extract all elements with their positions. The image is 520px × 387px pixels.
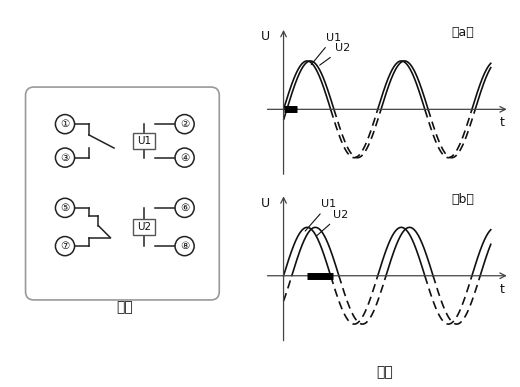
Circle shape [175, 236, 194, 256]
FancyBboxPatch shape [133, 132, 155, 149]
Text: U1: U1 [305, 199, 336, 231]
FancyBboxPatch shape [25, 87, 219, 300]
Text: U2: U2 [316, 210, 348, 236]
Circle shape [56, 115, 74, 134]
Text: 图一: 图一 [116, 300, 133, 314]
Circle shape [56, 198, 74, 217]
Text: （b）: （b） [451, 193, 474, 206]
Circle shape [56, 236, 74, 256]
Text: U: U [261, 197, 270, 210]
Text: t: t [500, 116, 505, 129]
Circle shape [56, 148, 74, 167]
Text: t: t [500, 283, 505, 296]
Text: U: U [261, 30, 270, 43]
Text: U2: U2 [320, 43, 350, 65]
Text: U1: U1 [137, 136, 151, 146]
Text: （a）: （a） [451, 26, 474, 39]
Text: ④: ④ [180, 152, 189, 163]
Text: U2: U2 [137, 222, 151, 232]
Text: ⑥: ⑥ [180, 203, 189, 213]
Text: ③: ③ [60, 152, 70, 163]
Text: ⑤: ⑤ [60, 203, 70, 213]
Circle shape [175, 115, 194, 134]
Text: 图二: 图二 [376, 365, 393, 379]
Text: ①: ① [60, 119, 70, 129]
Circle shape [175, 148, 194, 167]
Text: ⑦: ⑦ [60, 241, 70, 251]
Circle shape [175, 198, 194, 217]
FancyBboxPatch shape [133, 219, 155, 235]
Text: ⑧: ⑧ [180, 241, 189, 251]
Text: ②: ② [180, 119, 189, 129]
Text: U1: U1 [311, 33, 341, 65]
